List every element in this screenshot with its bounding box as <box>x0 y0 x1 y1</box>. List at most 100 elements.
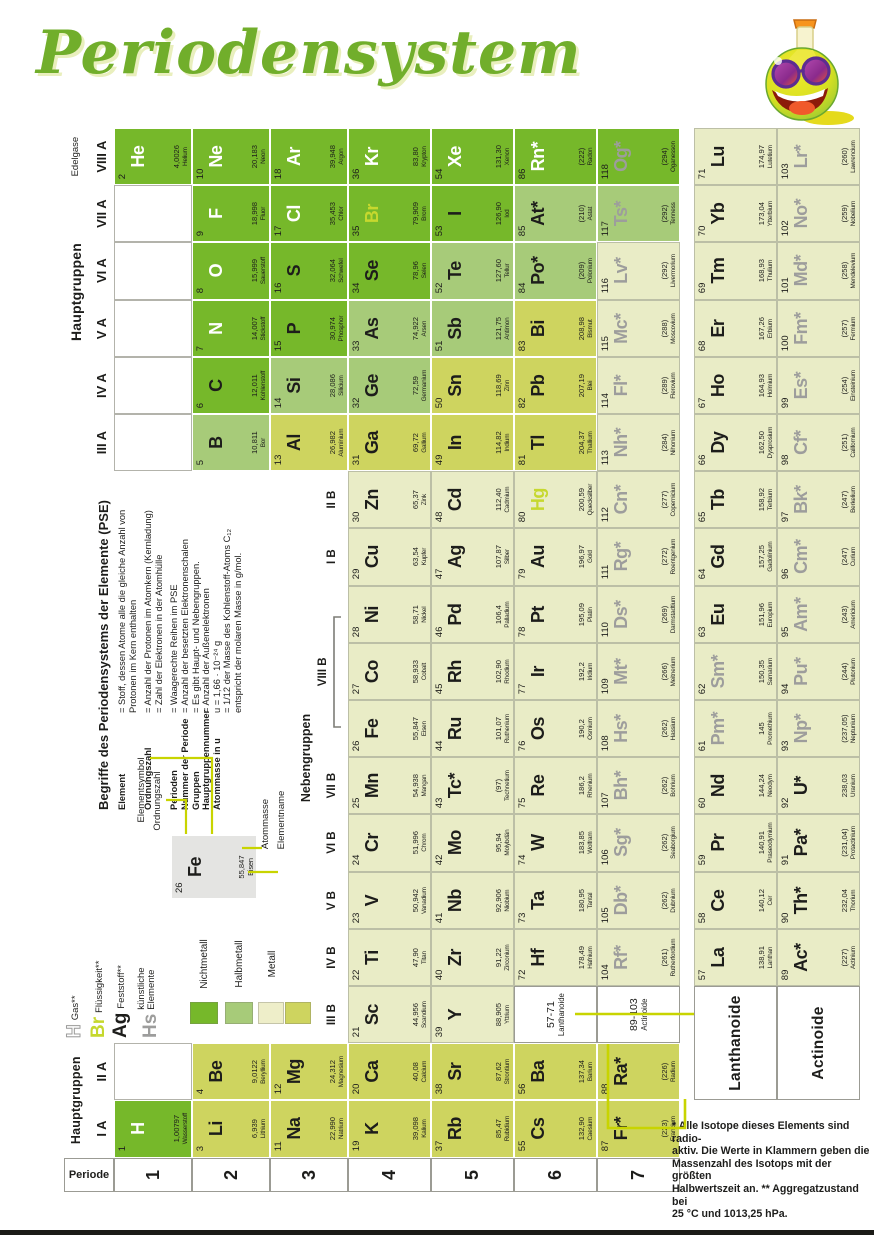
atomic-number: 18 <box>273 168 284 180</box>
atomic-mass: 138,91 <box>757 945 766 970</box>
legend-term: Gruppen <box>190 771 201 810</box>
atomic-mass: 65,37 <box>411 490 420 510</box>
atomic-number: 24 <box>351 855 362 866</box>
empty-cell <box>114 356 192 414</box>
element-cell-ag: 47 Ag 107,87 Silber <box>431 528 514 586</box>
element-symbol: Hs* <box>611 714 631 743</box>
group-label-iia: II A <box>93 1061 109 1082</box>
element-symbol: Kr <box>362 147 382 167</box>
element-symbol: W <box>528 834 548 852</box>
atomic-mass: 131,30 <box>494 144 503 169</box>
element-cell-no: 102 No* (259) Nobelium <box>777 185 860 243</box>
atomic-mass: (222) <box>577 147 586 166</box>
atomic-mass: (262) <box>660 776 669 795</box>
element-name: Neptunium <box>849 714 857 744</box>
atomic-mass: 238,03 <box>840 774 849 798</box>
element-name: Caesium <box>586 1117 594 1141</box>
element-symbol: Ce <box>708 889 728 912</box>
atomic-mass: 196,97 <box>577 545 586 569</box>
element-cell-er: 68 Er 167,26 Erbium <box>694 299 777 357</box>
element-symbol: S <box>284 265 304 277</box>
element-name: Yttrium <box>503 1005 511 1025</box>
atomic-mass: 24,312 <box>328 1060 337 1084</box>
atomic-mass: 126,90 <box>494 202 503 226</box>
group-label-iiia: III A <box>93 430 109 455</box>
legend-term: Hauptgruppennummer <box>201 709 212 810</box>
atomic-number: 75 <box>517 797 528 809</box>
element-symbol: As <box>362 317 382 340</box>
element-cell-gd: 64 Gd 157,25 Gadolinium <box>694 528 777 586</box>
atomic-mass: 168,93 <box>757 259 766 283</box>
element-name: Eisen <box>420 721 428 737</box>
legend-example-cell: 26 Fe 55,847 Eisen <box>172 836 256 898</box>
element-name: Sauerstoff <box>259 257 267 285</box>
atomic-number: 70 <box>697 225 708 237</box>
atomic-number: 6 <box>195 402 206 408</box>
element-cell-co: 27 Co 58,933 Cobalt <box>348 642 431 700</box>
element-cell-y: 39 Y 88,905 Yttrium <box>431 986 514 1044</box>
category-swatch <box>190 1002 218 1024</box>
element-symbol: Yb <box>708 202 728 225</box>
element-cell-zn: 30 Zn 65,37 Zink <box>348 471 431 529</box>
hauptgruppen-label-bottom: Hauptgruppen <box>68 1056 83 1145</box>
atomic-mass: (237,05) <box>840 714 849 743</box>
atomic-mass: (269) <box>660 605 669 624</box>
atomic-number: 3 <box>195 1146 206 1152</box>
atomic-mass: 39,948 <box>328 144 337 169</box>
atomic-mass: 85,47 <box>494 1119 503 1139</box>
element-name: Protactinium <box>849 826 857 860</box>
element-symbol: Th* <box>791 886 811 914</box>
atomic-number: 94 <box>780 683 791 694</box>
element-cell-f: 9 F 18,998 Fluor <box>192 185 270 243</box>
element-cell-u: 92 U* 238,03 Uranium <box>777 757 860 815</box>
atomic-mass: 145 <box>757 722 766 735</box>
legend-definition: u = 1,66 · 10⁻²⁴ g = 1/12 der Masse des … <box>211 528 243 713</box>
element-symbol: Nd <box>708 774 728 798</box>
element-name: Californium <box>849 427 857 458</box>
atomic-mass: 32,064 <box>328 259 337 283</box>
atomic-number: 91 <box>780 855 791 866</box>
element-name: Rubidium <box>503 1116 511 1142</box>
atomic-mass: (277) <box>660 490 669 509</box>
element-name: Bohrium <box>669 774 677 797</box>
atomic-number: 51 <box>434 340 445 351</box>
atomic-mass: 174,97 <box>757 144 766 169</box>
element-cell-cs: 55 Cs 132,90 Caesium <box>514 1100 597 1158</box>
atomic-number: 52 <box>434 283 445 294</box>
atomic-mass: 150,35 <box>757 659 766 684</box>
element-symbol: Pd <box>445 603 465 626</box>
atomic-number: 46 <box>434 626 445 637</box>
element-name: Astat <box>586 207 594 221</box>
group-label-iva: IV A <box>93 372 109 398</box>
atomic-number: 44 <box>434 740 445 752</box>
atomic-mass: 192,2 <box>577 661 586 681</box>
element-name: Schwefel <box>337 258 345 284</box>
element-name: Gold <box>586 550 594 564</box>
element-symbol: Fe <box>362 718 382 739</box>
element-name: Xenon <box>503 147 511 166</box>
atomic-mass: 39,098 <box>411 1117 420 1141</box>
atomic-number: 103 <box>780 163 791 180</box>
element-symbol: Eu <box>708 603 728 626</box>
element-symbol: Zn <box>362 489 382 511</box>
atomic-number: 54 <box>434 168 445 180</box>
element-symbol: Bi <box>528 319 548 337</box>
element-cell-ba: 56 Ba 137,34 Barium <box>514 1043 597 1101</box>
atomic-number: 95 <box>780 626 791 637</box>
label-elementname: Elementname <box>275 790 287 850</box>
label-elementsymbol: Elementsymbol <box>135 757 147 823</box>
atomic-number: 69 <box>697 283 708 294</box>
element-name: Antimon <box>503 317 511 340</box>
element-name: Palladium <box>503 601 511 628</box>
element-name: Cer <box>766 895 774 906</box>
element-symbol: Tb <box>708 489 728 511</box>
atomic-number: 71 <box>697 168 708 180</box>
element-cell-pt: 78 Pt 195,09 Platin <box>514 585 597 643</box>
atomic-number: 4 <box>195 1089 206 1095</box>
element-name: Vanadium <box>420 886 428 914</box>
element-name: Promethium <box>766 712 774 745</box>
element-cell-al: 13 Al 26,982 Aluminium <box>270 414 348 472</box>
element-cell-k: 19 K 39,098 Kalium <box>348 1100 431 1158</box>
element-cell-pr: 59 Pr 140,91 Praseodymium <box>694 814 777 872</box>
